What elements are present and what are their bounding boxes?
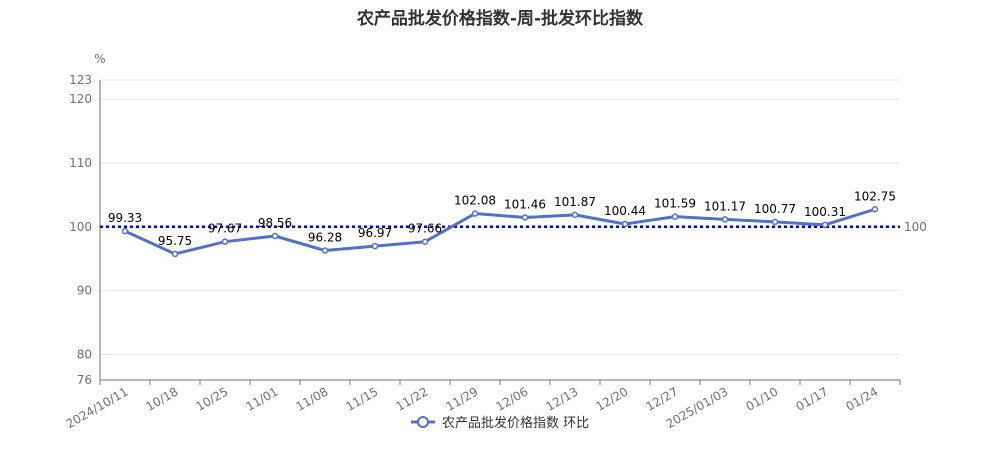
data-label: 100.77 bbox=[754, 202, 796, 216]
data-point bbox=[771, 218, 779, 226]
data-label: 98.56 bbox=[258, 216, 292, 230]
x-tick-label: 12/20 bbox=[594, 384, 631, 413]
x-tick-label: 11/08 bbox=[294, 384, 331, 413]
y-tick-label: 90 bbox=[77, 284, 92, 298]
y-tick-label: 110 bbox=[69, 156, 92, 170]
x-tick-label: 01/24 bbox=[844, 384, 881, 413]
data-label: 101.87 bbox=[554, 195, 596, 209]
data-label: 96.97 bbox=[358, 226, 392, 240]
data-label: 101.46 bbox=[504, 197, 546, 211]
data-point bbox=[571, 211, 579, 219]
x-tick-label: 12/06 bbox=[494, 384, 531, 413]
data-point bbox=[821, 221, 829, 229]
data-label: 97.67 bbox=[208, 222, 242, 236]
data-point bbox=[271, 232, 279, 240]
y-tick-label: 100 bbox=[69, 220, 92, 234]
data-point bbox=[871, 206, 879, 213]
data-point bbox=[121, 227, 129, 235]
y-tick-label: 123 bbox=[69, 73, 92, 87]
x-tick-label: 11/29 bbox=[444, 384, 481, 413]
reference-line-label: 100 bbox=[904, 220, 927, 234]
chart-title: 农产品批发价格指数-周-批发环比指数 bbox=[356, 9, 644, 29]
data-label: 100.44 bbox=[604, 204, 646, 218]
data-label: 96.28 bbox=[308, 231, 342, 245]
x-tick-label: 11/22 bbox=[394, 384, 431, 413]
data-point bbox=[671, 213, 679, 220]
x-tick-label: 10/25 bbox=[194, 384, 231, 413]
y-tick-label: 76 bbox=[77, 373, 92, 387]
data-label: 100.31 bbox=[804, 205, 846, 219]
y-tick-label: 120 bbox=[69, 92, 92, 106]
x-tick-label: 10/18 bbox=[144, 384, 181, 413]
data-label: 102.75 bbox=[854, 189, 896, 203]
x-tick-label: 01/10 bbox=[744, 384, 781, 413]
legend-marker bbox=[417, 416, 429, 428]
y-axis-unit-label: % bbox=[94, 52, 105, 66]
data-point bbox=[721, 216, 729, 223]
data-label: 99.33 bbox=[108, 211, 142, 225]
data-point bbox=[371, 242, 379, 250]
data-point bbox=[421, 238, 429, 245]
data-point bbox=[321, 247, 329, 254]
data-label: 95.75 bbox=[158, 234, 192, 248]
legend-label: 农产品批发价格指数 环比 bbox=[442, 415, 589, 431]
data-point bbox=[521, 214, 529, 221]
data-label: 97.66 bbox=[408, 222, 442, 236]
data-label: 102.08 bbox=[454, 194, 496, 208]
y-tick-label: 80 bbox=[77, 347, 92, 361]
x-tick-label: 11/01 bbox=[244, 384, 281, 413]
data-point bbox=[471, 210, 479, 217]
x-tick-label: 12/27 bbox=[644, 384, 681, 413]
data-point bbox=[221, 238, 229, 245]
data-point bbox=[171, 250, 179, 258]
x-tick-label: 11/15 bbox=[344, 384, 381, 413]
data-point bbox=[621, 220, 629, 228]
series-line bbox=[124, 207, 876, 256]
x-tick-label: 01/17 bbox=[794, 384, 831, 413]
data-label: 101.59 bbox=[654, 197, 696, 211]
x-tick-label: 12/13 bbox=[544, 384, 581, 413]
data-label: 101.17 bbox=[704, 199, 746, 213]
x-tick-label: 2024/10/11 bbox=[64, 384, 131, 431]
